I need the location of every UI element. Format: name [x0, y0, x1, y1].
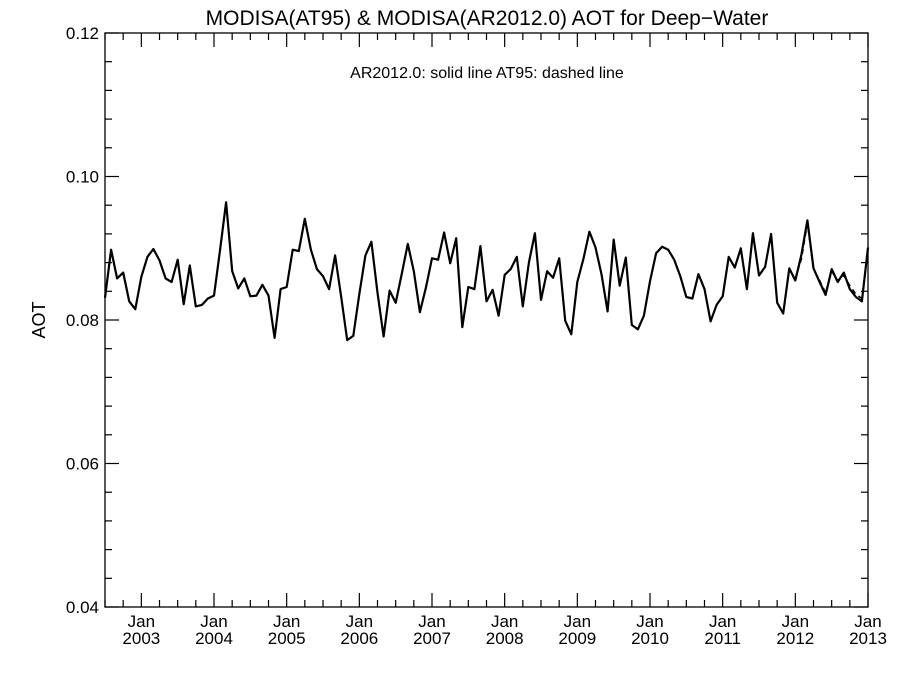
series-group [103, 201, 870, 342]
plot-frame [104, 32, 869, 608]
y-axis-label: AOT [29, 301, 49, 338]
x-tick-label-year: 2007 [413, 629, 451, 648]
x-tick-label-month: Jan [128, 612, 155, 631]
x-tick-label-year: 2011 [704, 629, 741, 648]
x-tick-label-month: Jan [200, 612, 227, 631]
x-tick-label-year: 2006 [340, 629, 378, 648]
x-tick-label-year: 2009 [558, 629, 596, 648]
x-tick-label-year: 2013 [849, 629, 887, 648]
x-tick-label-year: 2005 [268, 629, 306, 648]
x-tick-label-month: Jan [636, 612, 663, 631]
x-tick-label-month: Jan [854, 612, 881, 631]
y-tick-label: 0.12 [66, 24, 99, 43]
x-tick-label-year: 2012 [776, 629, 814, 648]
x-tick-label-month: Jan [564, 612, 591, 631]
x-tick-label-month: Jan [346, 612, 373, 631]
y-tick-label: 0.08 [66, 311, 99, 330]
x-tick-label-month: Jan [418, 612, 445, 631]
x-tick-label-year: 2004 [195, 629, 233, 648]
chart-title: MODISA(AT95) & MODISA(AR2012.0) AOT for … [206, 7, 769, 30]
x-axis: Jan2003Jan2004Jan2005Jan2006Jan2007Jan20… [104, 33, 887, 648]
y-tick-label: 0.04 [66, 598, 99, 617]
x-tick-label-month: Jan [782, 612, 809, 631]
x-tick-label-year: 2008 [486, 629, 524, 648]
x-tick-label-year: 2010 [631, 629, 669, 648]
at95-dashed-series-line [788, 222, 869, 300]
x-tick-label-month: Jan [273, 612, 300, 631]
y-axis: 0.04 0.06 0.08 0.10 0.12 [66, 24, 868, 617]
x-tick-label-year: 2003 [122, 629, 160, 648]
line-style-annotation: AR2012.0: solid line AT95: dashed line [350, 65, 624, 82]
x-tick-label-month: Jan [491, 612, 518, 631]
ar2012-solid-series-line [103, 201, 870, 342]
y-tick-label: 0.10 [66, 168, 99, 187]
y-tick-label: 0.06 [66, 455, 99, 474]
x-tick-label-month: Jan [709, 612, 736, 631]
